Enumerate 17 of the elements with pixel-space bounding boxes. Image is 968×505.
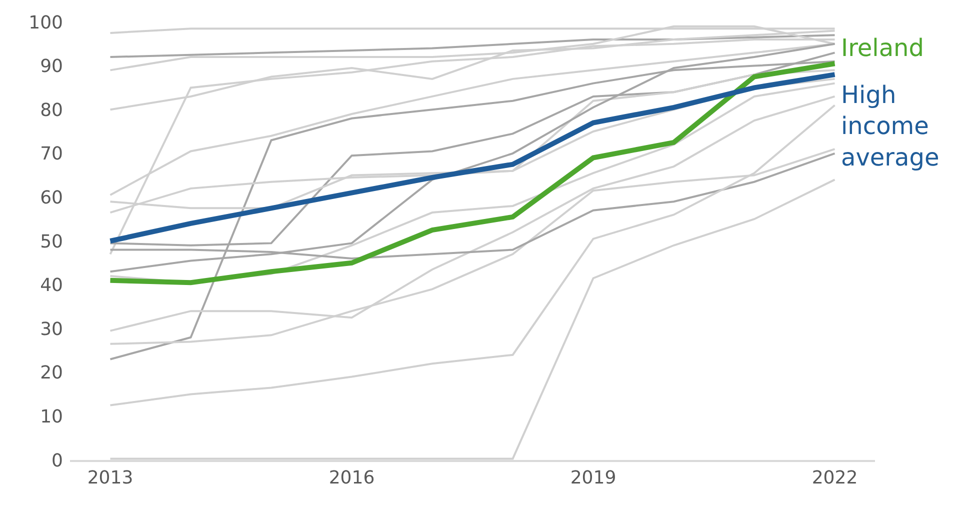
x-tick-label: 2016 — [328, 468, 375, 489]
y-tick-label: 90 — [40, 56, 63, 78]
y-tick-label: 20 — [40, 362, 63, 384]
x-tick-label: 2022 — [812, 468, 858, 489]
y-tick-label: 60 — [40, 188, 63, 208]
series-label: High income average — [841, 81, 940, 172]
y-tick-label: 80 — [40, 100, 63, 121]
series-label: Ireland — [841, 34, 924, 62]
y-tick-label: 40 — [40, 275, 63, 296]
y-tick-label: 0 — [52, 450, 63, 472]
x-tick-label: 2013 — [87, 468, 134, 489]
y-tick-label: 70 — [40, 144, 63, 165]
y-tick-label: 30 — [40, 318, 63, 340]
x-tick-label: 2019 — [570, 468, 616, 489]
y-tick-label: 50 — [40, 231, 63, 252]
y-tick-label: 100 — [28, 12, 63, 34]
y-tick-label: 10 — [40, 406, 63, 428]
